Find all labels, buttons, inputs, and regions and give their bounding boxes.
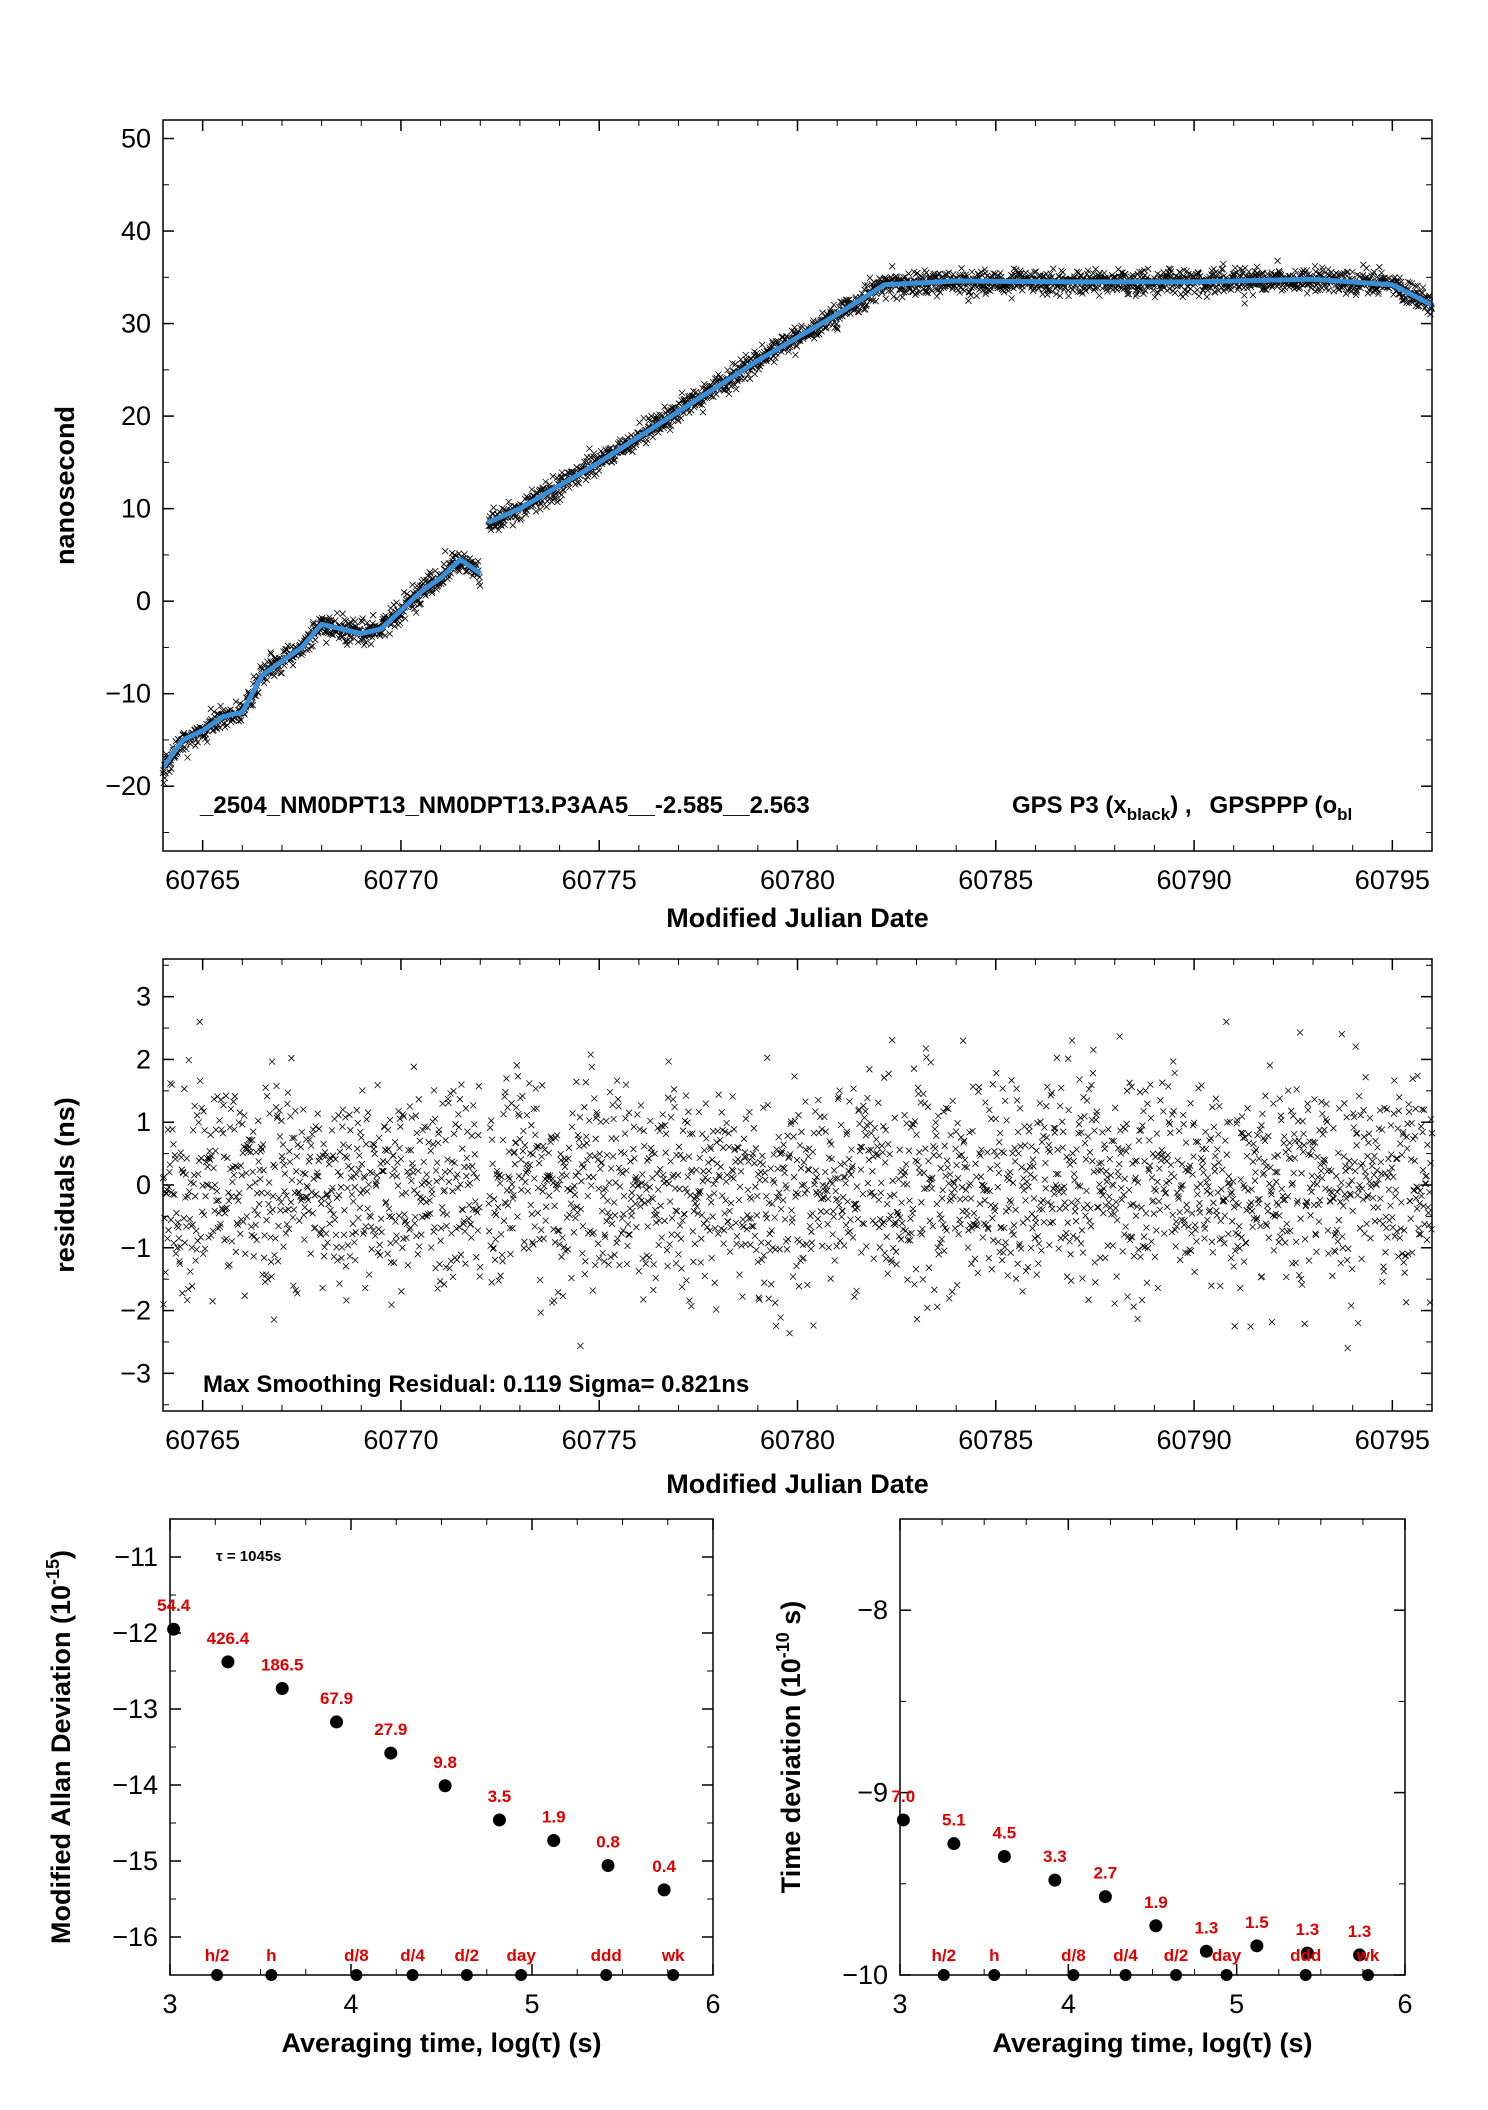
phase-y-axis-title: nanosecond xyxy=(50,406,80,565)
phase-series-annotation: _2504_NM0DPT13_NM0DPT13.P3AA5__-2.585__2… xyxy=(199,792,810,819)
y-tick-label: −10 xyxy=(105,679,151,709)
phase-x-axis-title: Modified Julian Date xyxy=(666,903,929,933)
y-tick-label: 50 xyxy=(121,124,151,154)
y-tick-label: 20 xyxy=(121,401,151,431)
legend-gpsppp-sub: bl xyxy=(1337,805,1352,824)
x-tick-label: 60785 xyxy=(958,865,1033,895)
x-tick-label: 60765 xyxy=(165,865,240,895)
x-tick-label: 60780 xyxy=(760,865,835,895)
y-tick-label: 30 xyxy=(121,309,151,339)
y-tick-label: 0 xyxy=(136,586,151,616)
x-tick-label: 60795 xyxy=(1355,865,1430,895)
legend-gpsppp: GPSPPP (o xyxy=(1210,792,1338,819)
x-tick-label: 60790 xyxy=(1157,865,1232,895)
legend-gps-p3: GPS P3 (x xyxy=(1012,792,1127,819)
y-tick-label: 40 xyxy=(121,216,151,246)
y-tick-label: −20 xyxy=(105,771,151,801)
legend-gps-p3-end: ) , xyxy=(1170,792,1191,819)
legend-gps-p3-sub: black xyxy=(1127,805,1171,824)
x-tick-label: 60775 xyxy=(562,865,637,895)
x-tick-label: 60770 xyxy=(363,865,438,895)
y-tick-label: 10 xyxy=(121,494,151,524)
